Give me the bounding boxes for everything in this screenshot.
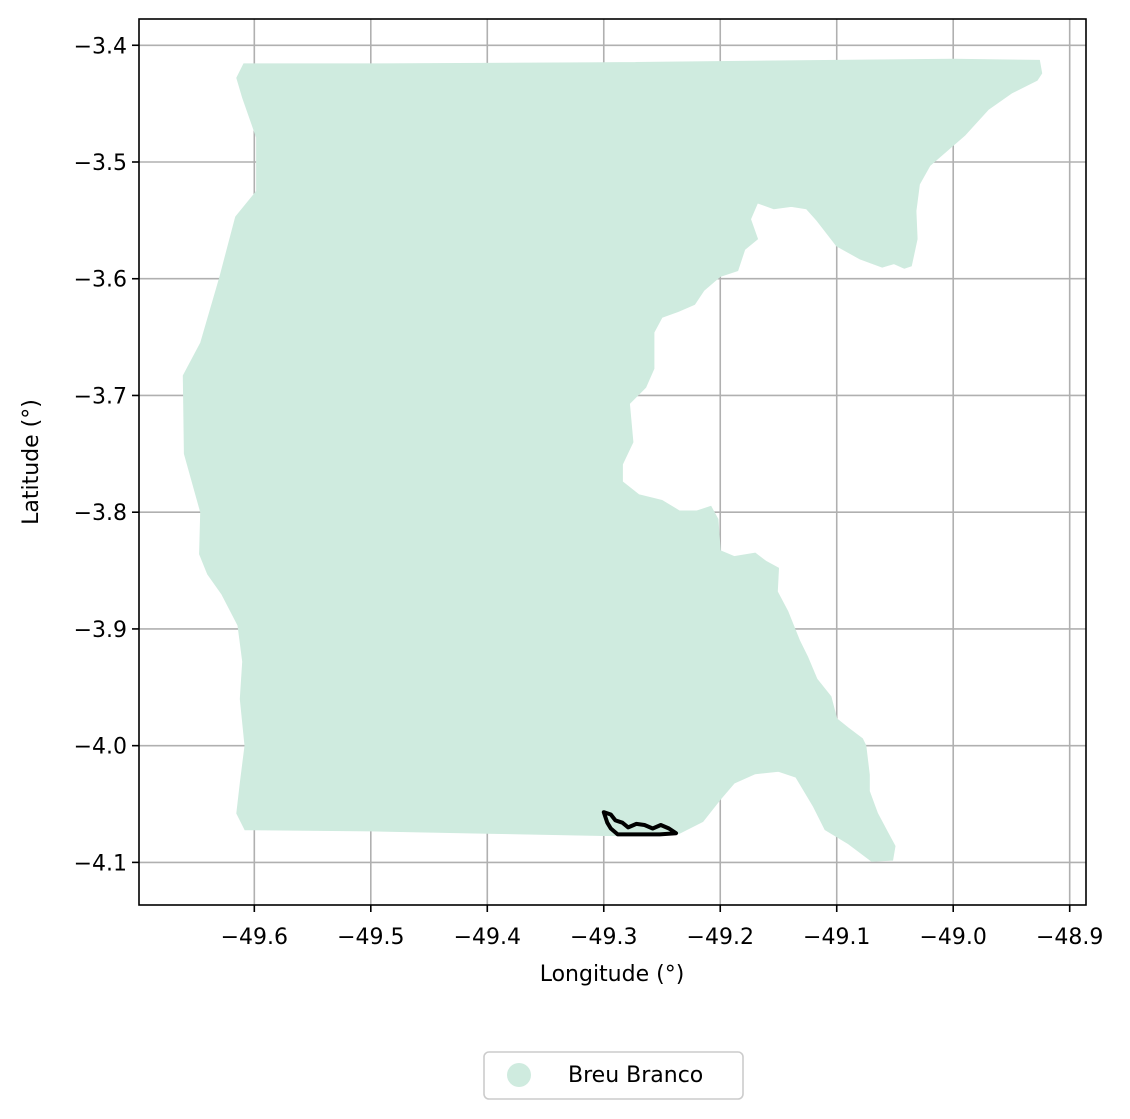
x-tick-label: −49.3 xyxy=(570,925,637,950)
legend: Breu Branco xyxy=(483,1051,744,1100)
y-tick-label: −3.6 xyxy=(74,268,127,293)
y-axis-label: Latitude (°) xyxy=(19,399,44,525)
legend-marker-breu-branco xyxy=(507,1063,531,1087)
x-tick-label: −49.2 xyxy=(687,925,754,950)
x-tick-label: −49.4 xyxy=(454,925,521,950)
x-tick-label: −49.5 xyxy=(337,925,404,950)
y-tick-label: −3.7 xyxy=(74,384,127,409)
y-tick-label: −3.5 xyxy=(74,151,127,176)
axes-frame xyxy=(138,18,1087,906)
x-tick-label: −49.6 xyxy=(221,925,288,950)
y-tick-label: −4.0 xyxy=(74,735,127,760)
y-axis-ticks: −3.4 −3.5 −3.6 −3.7 −3.8 −3.9 −4.0 −4.1 xyxy=(74,34,139,876)
outline-area xyxy=(601,810,678,837)
y-tick-label: −3.4 xyxy=(74,34,127,59)
x-axis-ticks: −49.6 −49.5 −49.4 −49.3 −49.2 −49.1 −49.0 −48.9 xyxy=(221,905,1103,950)
y-tick-label: −4.1 xyxy=(74,851,127,876)
x-axis-label: Longitude (°) xyxy=(540,962,685,987)
map-polygons xyxy=(182,58,1043,862)
y-tick-label: −3.9 xyxy=(74,618,127,643)
y-tick-label: −3.8 xyxy=(74,501,127,526)
legend-label-breu-branco: Breu Branco xyxy=(568,1063,703,1088)
x-tick-label: −49.1 xyxy=(803,925,870,950)
legend-box xyxy=(483,1051,744,1100)
x-tick-label: −49.0 xyxy=(919,925,986,950)
x-tick-label: −48.9 xyxy=(1036,925,1103,950)
municipality-area xyxy=(182,58,1043,862)
